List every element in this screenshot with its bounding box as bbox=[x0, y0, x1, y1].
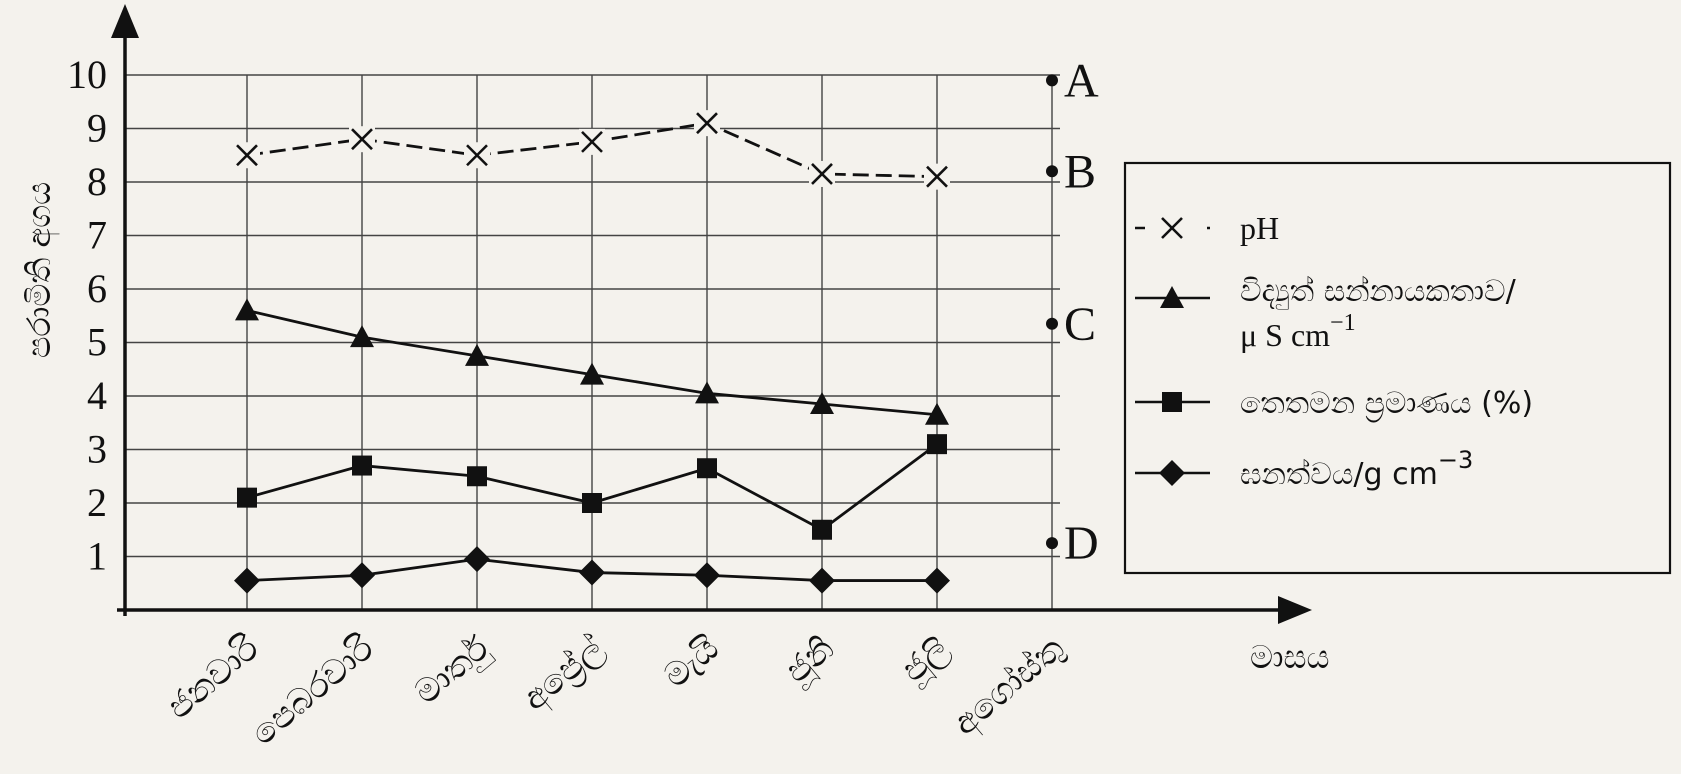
annotation-label: C bbox=[1064, 298, 1096, 351]
x-tick-label: මැයි bbox=[656, 628, 726, 696]
data-point-0 bbox=[234, 142, 260, 169]
annotation-label: B bbox=[1064, 145, 1096, 198]
legend-label-superscript: −1 bbox=[1330, 310, 1356, 336]
y-tick-label: 8 bbox=[87, 159, 107, 204]
y-tick-label: 5 bbox=[87, 320, 107, 365]
data-point-3 bbox=[809, 567, 835, 594]
x-tick-label: ජූලි bbox=[894, 628, 958, 691]
data-point-0 bbox=[694, 110, 720, 137]
legend-swatch-marker bbox=[1162, 392, 1182, 412]
data-point-3 bbox=[464, 546, 490, 573]
data-point-0 bbox=[579, 128, 605, 155]
y-tick-label: 6 bbox=[87, 266, 107, 311]
x-tick-label: ජනවාරි bbox=[159, 628, 267, 728]
x-tick-label: අගෝස්තු bbox=[945, 628, 1073, 745]
annotation-D: D bbox=[1046, 517, 1099, 570]
annotations: AB C D bbox=[1046, 54, 1099, 570]
data-point-2 bbox=[467, 466, 487, 487]
data-point-1 bbox=[925, 402, 949, 425]
legend-label: pH bbox=[1240, 210, 1279, 246]
legend-label: විද්‍යුත් සන්නායකතාව/ bbox=[1240, 274, 1517, 310]
grid bbox=[125, 74, 1060, 610]
legend-label: ඝනත්වය/g cm−3 bbox=[1240, 446, 1473, 492]
annotation-label: D bbox=[1064, 517, 1099, 570]
annotation-dot bbox=[1046, 317, 1058, 330]
annotation-dot bbox=[1046, 165, 1058, 178]
axes bbox=[111, 4, 1312, 624]
annotation-dot bbox=[1046, 537, 1058, 550]
legend-label-superscript: −3 bbox=[1438, 446, 1473, 474]
y-tick-label: 10 bbox=[67, 52, 107, 97]
y-axis-arrow bbox=[111, 4, 139, 38]
data-point-1 bbox=[810, 392, 834, 415]
data-point-0 bbox=[464, 142, 490, 169]
series bbox=[234, 110, 950, 594]
y-tick-label: 4 bbox=[87, 373, 107, 418]
data-point-2 bbox=[582, 493, 602, 513]
legend-swatch-marker bbox=[1159, 460, 1185, 486]
data-point-3 bbox=[924, 567, 950, 594]
data-point-2 bbox=[352, 455, 372, 476]
data-point-2 bbox=[927, 434, 947, 455]
y-tick-label: 9 bbox=[87, 106, 107, 151]
series-0 bbox=[234, 110, 950, 190]
legend-item-0: pH bbox=[1135, 210, 1279, 246]
y-tick-label: 1 bbox=[87, 534, 107, 579]
annotation-A: A bbox=[1046, 54, 1099, 107]
data-point-3 bbox=[579, 559, 605, 586]
legend-label-unit: μ S cm−1 bbox=[1240, 310, 1356, 353]
y-axis-title: පරාමිති අගය bbox=[20, 182, 60, 358]
legend-label: තෙතමන ප්‍රමාණය (%) bbox=[1240, 386, 1533, 422]
y-tick-label: 2 bbox=[87, 480, 107, 525]
data-point-1 bbox=[235, 298, 259, 321]
x-tick-label: පෙබරවාරි bbox=[243, 628, 382, 754]
data-point-3 bbox=[234, 567, 260, 594]
data-point-3 bbox=[694, 562, 720, 589]
data-point-1 bbox=[350, 325, 374, 348]
data-point-0 bbox=[924, 163, 950, 190]
data-point-1 bbox=[465, 343, 489, 366]
series-2 bbox=[237, 434, 947, 540]
annotation-C: C bbox=[1046, 298, 1096, 351]
x-tick-label: මාර්තු bbox=[407, 628, 498, 714]
annotation-label: A bbox=[1064, 54, 1099, 107]
x-tick-label: අප්‍රේල් bbox=[515, 628, 613, 720]
x-axis-arrow bbox=[1278, 596, 1312, 624]
data-point-2 bbox=[812, 519, 832, 540]
annotation-B: B bbox=[1046, 145, 1096, 198]
series-3 bbox=[234, 546, 950, 594]
legend-item-2: තෙතමන ප්‍රමාණය (%) bbox=[1135, 386, 1533, 422]
data-point-1 bbox=[580, 362, 604, 385]
x-axis-title: මාසය bbox=[1250, 638, 1330, 676]
data-point-2 bbox=[697, 458, 717, 479]
data-point-3 bbox=[349, 562, 375, 589]
legend: pH විද්‍යුත් සන්නායකතාව/μ S cm−1 තෙතමන ප්‍… bbox=[1123, 161, 1672, 575]
legend-box bbox=[1123, 161, 1672, 575]
data-point-2 bbox=[237, 487, 257, 508]
annotation-dot bbox=[1046, 74, 1058, 87]
x-tick-label: ජූනි bbox=[777, 628, 843, 692]
y-tick-label: 3 bbox=[87, 427, 107, 472]
legend-swatch-marker bbox=[1159, 215, 1185, 241]
legend-item-3: ඝනත්වය/g cm−3 bbox=[1135, 446, 1473, 492]
series-1 bbox=[235, 298, 949, 425]
data-point-0 bbox=[349, 126, 375, 153]
legend-item-1: විද්‍යුත් සන්නායකතාව/μ S cm−1 bbox=[1135, 274, 1517, 353]
data-point-1 bbox=[695, 381, 719, 404]
tick-labels: 1 2 3 4 5 6 7 8 9 10 ජනවාරිපෙබරවාරි මාර්තු අප්‍රේල් ම… bbox=[20, 52, 1330, 754]
y-tick-label: 7 bbox=[87, 213, 107, 258]
legend-swatch-marker bbox=[1160, 286, 1184, 308]
data-point-0 bbox=[809, 160, 835, 187]
